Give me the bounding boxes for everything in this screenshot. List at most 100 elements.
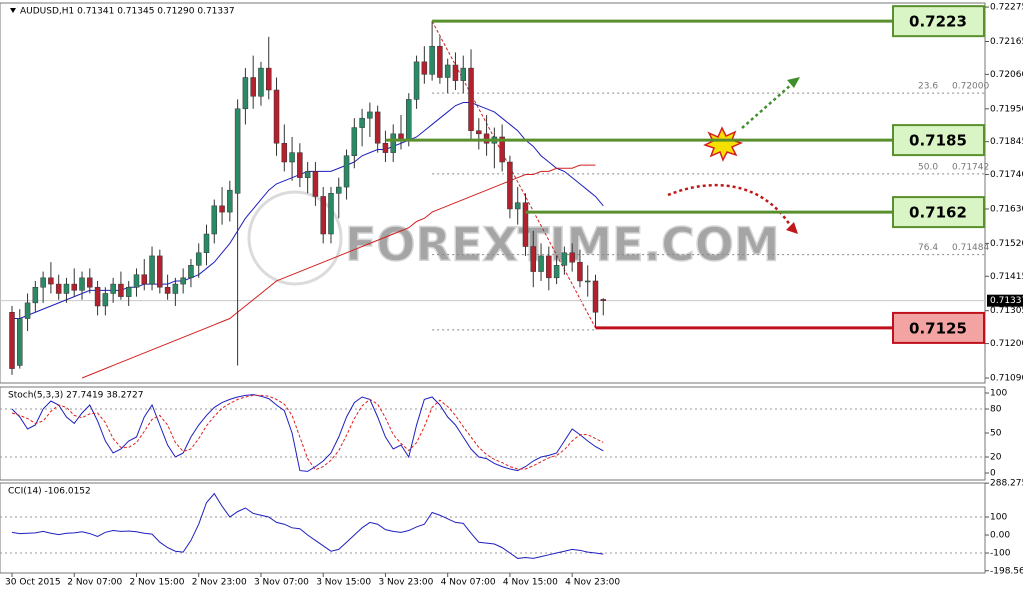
chart-title: AUDUSD,H1 0.71341 0.71345 0.71290 0.7133…: [20, 7, 235, 17]
y-tick-label: 0.71305: [990, 306, 1023, 316]
x-tick-label: 4 Nov 23:00: [565, 578, 620, 588]
down-arrow: [667, 183, 792, 226]
breakout-icon: [703, 126, 744, 162]
candle-body: [382, 142, 389, 153]
cci-panel: [0, 482, 986, 574]
candle-body: [359, 117, 365, 128]
candle-body: [390, 133, 396, 153]
panel-title: CCI(14) -106.0152: [8, 487, 91, 497]
candle-body: [553, 265, 560, 279]
logo-ring: [247, 190, 343, 286]
fib-ratio: 76.4: [918, 243, 938, 253]
last-price-label: 0.71337: [990, 296, 1023, 306]
candle-body: [48, 277, 54, 285]
candle-body: [460, 67, 466, 81]
y-tick-label: 80: [990, 405, 1002, 415]
y-tick-label: 0.72275: [990, 3, 1023, 13]
level-box: [892, 196, 985, 229]
panel-title: Stoch(5,3,3) 27.7419 38.2727: [8, 391, 143, 401]
fib-ratio: 50.0: [918, 162, 938, 172]
menu-triangle: [10, 8, 16, 13]
candle-body: [297, 152, 303, 178]
candle-body: [79, 277, 85, 291]
y-tick-label: 0.71845: [990, 137, 1023, 147]
level-label: 0.7162: [909, 204, 967, 222]
y-tick-label: -100: [990, 549, 1011, 559]
x-tick-label: 2 Nov 07:00: [67, 578, 122, 588]
y-tick-label: 288.275: [990, 479, 1023, 489]
candle-body: [102, 293, 109, 307]
y-tick-label: 0.72165: [990, 37, 1023, 47]
candle-body: [320, 196, 326, 235]
candle-body: [514, 202, 521, 210]
annotation-arrows: [667, 77, 800, 234]
candle-body: [94, 286, 101, 307]
candle-body: [328, 193, 334, 235]
candle-body: [227, 189, 233, 213]
up-arrow: [741, 83, 793, 129]
indicator-line: [11, 492, 604, 559]
candle-body: [476, 130, 482, 135]
down-arrow-head: [786, 222, 798, 234]
candle-body: [499, 136, 505, 163]
candle-body: [133, 274, 140, 288]
candle-body: [242, 77, 249, 110]
indicator-line: [11, 394, 604, 471]
candle-body: [507, 161, 513, 210]
y-tick-label: 20: [990, 453, 1002, 463]
candle-body: [351, 127, 358, 157]
candle-body: [180, 277, 186, 285]
indicator-line: [11, 394, 604, 472]
candle-body: [343, 155, 350, 188]
candle-body: [522, 202, 529, 247]
level-box: [892, 311, 985, 344]
candle-body: [250, 77, 256, 97]
level-label: 0.7223: [909, 13, 967, 31]
y-tick-label: 0.71415: [990, 272, 1023, 282]
fib-diagonal: [431, 20, 596, 329]
candle-body: [9, 312, 15, 369]
candle-body: [40, 277, 46, 288]
level-label: 0.7125: [909, 319, 967, 337]
candle-body: [304, 171, 311, 178]
last-price-tag: [987, 294, 1023, 307]
fib-price: 0.71484: [952, 243, 989, 253]
candle-body: [188, 265, 194, 279]
x-tick-label: 3 Nov 07:00: [254, 578, 309, 588]
x-tick-label: 4 Nov 07:00: [441, 578, 496, 588]
level-label: 0.7185: [909, 132, 967, 150]
candle-body: [374, 111, 381, 144]
candle-body: [592, 280, 599, 313]
candle-body: [219, 205, 225, 213]
candle-body: [312, 171, 319, 197]
y-tick-label: 0.71090: [990, 373, 1023, 383]
candle-body: [141, 274, 148, 285]
candle-body: [452, 64, 459, 81]
candle-body: [24, 302, 31, 319]
candle-body: [437, 45, 443, 78]
candle-body: [234, 108, 241, 194]
candle-body: [211, 205, 218, 235]
up-arrow-head: [787, 77, 800, 88]
fib-price: 0.71742: [952, 162, 989, 172]
y-tick-label: 0.00: [990, 531, 1010, 541]
level-box: [892, 124, 985, 157]
x-tick-label: 4 Nov 15:00: [503, 578, 558, 588]
candle-body: [157, 255, 163, 288]
y-tick-label: -198.569: [990, 566, 1023, 576]
candle-body: [600, 299, 607, 301]
y-tick-label: 0: [990, 469, 996, 479]
candle-body: [265, 67, 272, 91]
candle-body: [71, 283, 77, 291]
x-tick-label: 30 Oct 2015: [5, 578, 61, 588]
x-tick-label: 2 Nov 23:00: [192, 578, 247, 588]
candle-body: [55, 283, 62, 294]
candle-body: [367, 111, 373, 119]
candle-body: [413, 61, 420, 100]
